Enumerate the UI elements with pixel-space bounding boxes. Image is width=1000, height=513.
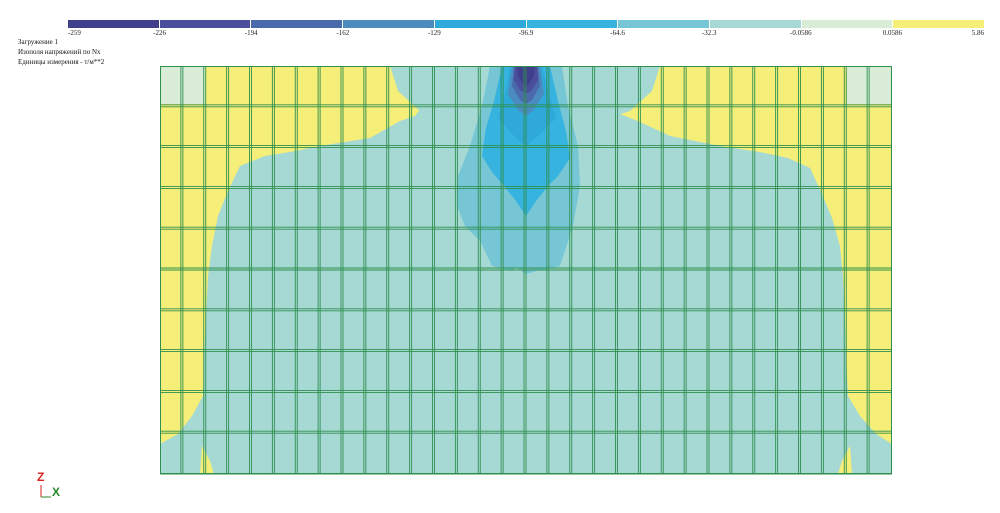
contour-positive-right-spot xyxy=(838,446,852,474)
load-case-label: Загружение 1 xyxy=(18,38,59,46)
legend-tick-label: -259 xyxy=(68,29,81,37)
legend-swatch xyxy=(709,20,802,28)
color-scale-legend: -259 -226 -194 -162 -129 -96.9 -64.6 -32.3 -0.05… xyxy=(68,20,985,38)
legend-swatch xyxy=(343,20,435,28)
legend-swatch xyxy=(526,20,619,28)
axis-triad-lines xyxy=(40,485,51,498)
legend-swatch xyxy=(68,20,160,28)
legend-swatch xyxy=(618,20,710,28)
legend-swatch xyxy=(801,20,894,28)
finite-element-mesh xyxy=(160,66,892,475)
legend-tick-label: -194 xyxy=(244,29,258,37)
legend-swatch xyxy=(893,20,985,28)
legend-tick-label: 5.86 xyxy=(971,29,984,37)
legend-tick-label: -129 xyxy=(427,29,441,37)
legend-tick-label: -32.3 xyxy=(701,29,717,37)
legend-swatch xyxy=(434,20,527,28)
legend-tick-label: -162 xyxy=(336,29,350,37)
legend-tick-label: -64.6 xyxy=(610,29,625,37)
legend-swatch xyxy=(251,20,344,28)
axis-triad: Z X xyxy=(30,470,70,504)
legend-swatch xyxy=(159,20,252,28)
units-label: Единицы измерения - т/м**2 xyxy=(18,58,105,66)
stress-contour-plot xyxy=(160,66,892,475)
result-type-label: Изополя напряжений по Nx xyxy=(18,48,101,56)
legend-tick-label: -0.0586 xyxy=(790,29,812,37)
color-scale-bar xyxy=(68,20,985,28)
axis-x-label: X xyxy=(52,485,61,499)
axis-z-label: Z xyxy=(37,470,45,484)
contour-positive-right xyxy=(605,66,892,444)
legend-tick-label: 0.0586 xyxy=(882,29,903,37)
result-info: Загружение 1 Изополя напряжений по Nx Ед… xyxy=(18,37,104,67)
legend-tick-label: -96.9 xyxy=(518,29,534,37)
legend-tick-label: -226 xyxy=(153,29,167,37)
